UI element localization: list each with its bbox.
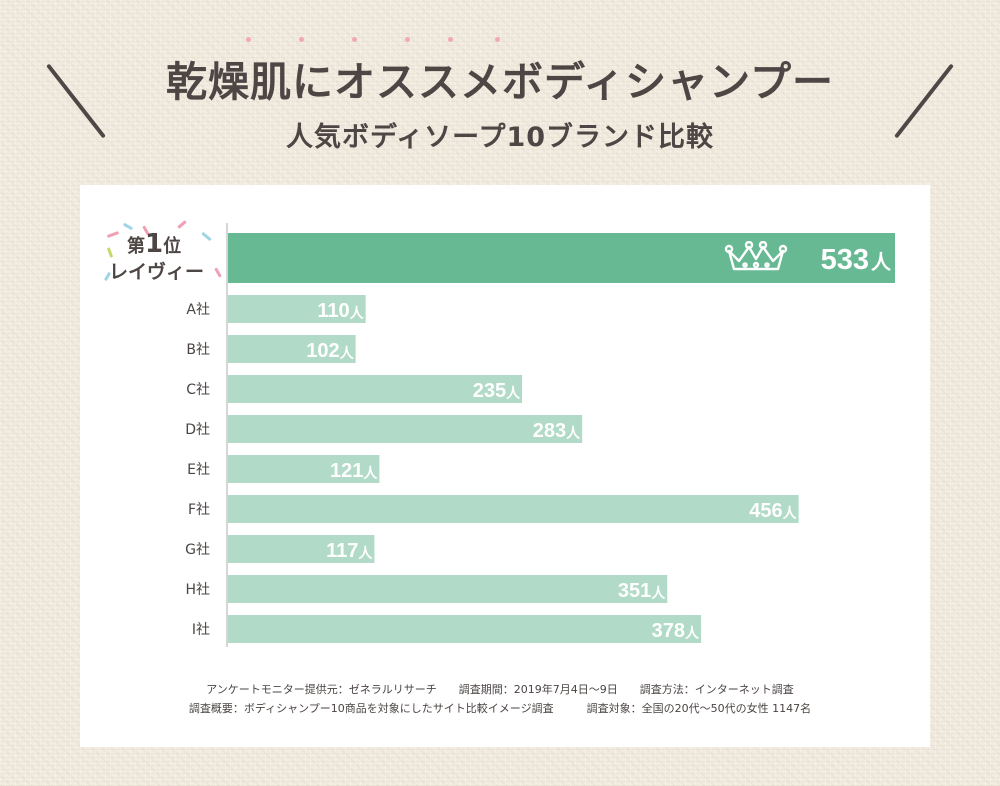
bar-5 [228, 455, 380, 483]
value-label-0: 533 [821, 244, 869, 276]
category-label-4: D社 [185, 422, 210, 438]
value-label-4: 283 [533, 420, 566, 442]
unit-label-4: 人 [566, 425, 581, 442]
unit-label-6: 人 [783, 505, 798, 522]
value-label-2: 102 [306, 340, 339, 362]
category-label-8: H社 [185, 582, 210, 598]
value-label-9: 378 [652, 620, 685, 642]
value-label-8: 351 [618, 580, 651, 602]
title-dots [0, 37, 1000, 45]
bar-6 [228, 495, 799, 523]
value-label-3: 235 [473, 380, 506, 402]
unit-label-8: 人 [651, 585, 666, 602]
unit-label-2: 人 [340, 345, 355, 362]
bar-8 [228, 575, 668, 603]
unit-label-9: 人 [685, 625, 700, 642]
bar-7 [228, 535, 375, 563]
unit-label-5: 人 [363, 465, 378, 482]
category-label-5: E社 [187, 462, 210, 478]
unit-label-1: 人 [350, 305, 365, 322]
footnote-line-2: 調査概要：ボディシャンプー10商品を対象にしたサイト比較イメージ調査 調査対象：… [188, 702, 812, 715]
page-subtitle: 人気ボディソープ10ブランド比較 [285, 122, 715, 153]
bar-3 [228, 375, 523, 403]
bar-2 [228, 335, 356, 363]
value-label-5: 121 [330, 460, 363, 482]
category-label-3: C社 [186, 382, 210, 398]
category-label-1: A社 [186, 302, 210, 318]
rank-text: 第1位 [127, 229, 182, 259]
value-label-6: 456 [749, 500, 782, 522]
unit-label-7: 人 [358, 545, 373, 562]
chart-panel: 533 人 110 人 A社 102 人 B社 235 人 C社 283 人 D社 121 人 E社 456 人 F社… [80, 185, 930, 747]
page-title: 乾燥肌にオススメボディシャンプー [166, 58, 834, 106]
top-brand-name: レイヴィー [109, 261, 205, 283]
unit-label-0: 人 [871, 250, 892, 274]
crown-icon [724, 241, 788, 271]
category-label-2: B社 [186, 342, 210, 358]
bar-1 [228, 295, 366, 323]
value-label-7: 117 [326, 540, 358, 562]
category-label-7: G社 [185, 542, 210, 558]
category-label-6: F社 [188, 502, 210, 518]
footnote-line-1: アンケートモニター提供元：ゼネラルリサーチ 調査期間：2019年7月4日〜9日 … [206, 683, 794, 696]
unit-label-3: 人 [506, 385, 521, 402]
bar-4 [228, 415, 583, 443]
category-label-9: I社 [192, 622, 210, 638]
value-label-1: 110 [317, 300, 349, 322]
bar-9 [228, 615, 702, 643]
bar-0 [228, 233, 895, 283]
top-rank-label: 第1位 レイヴィー [103, 220, 225, 287]
